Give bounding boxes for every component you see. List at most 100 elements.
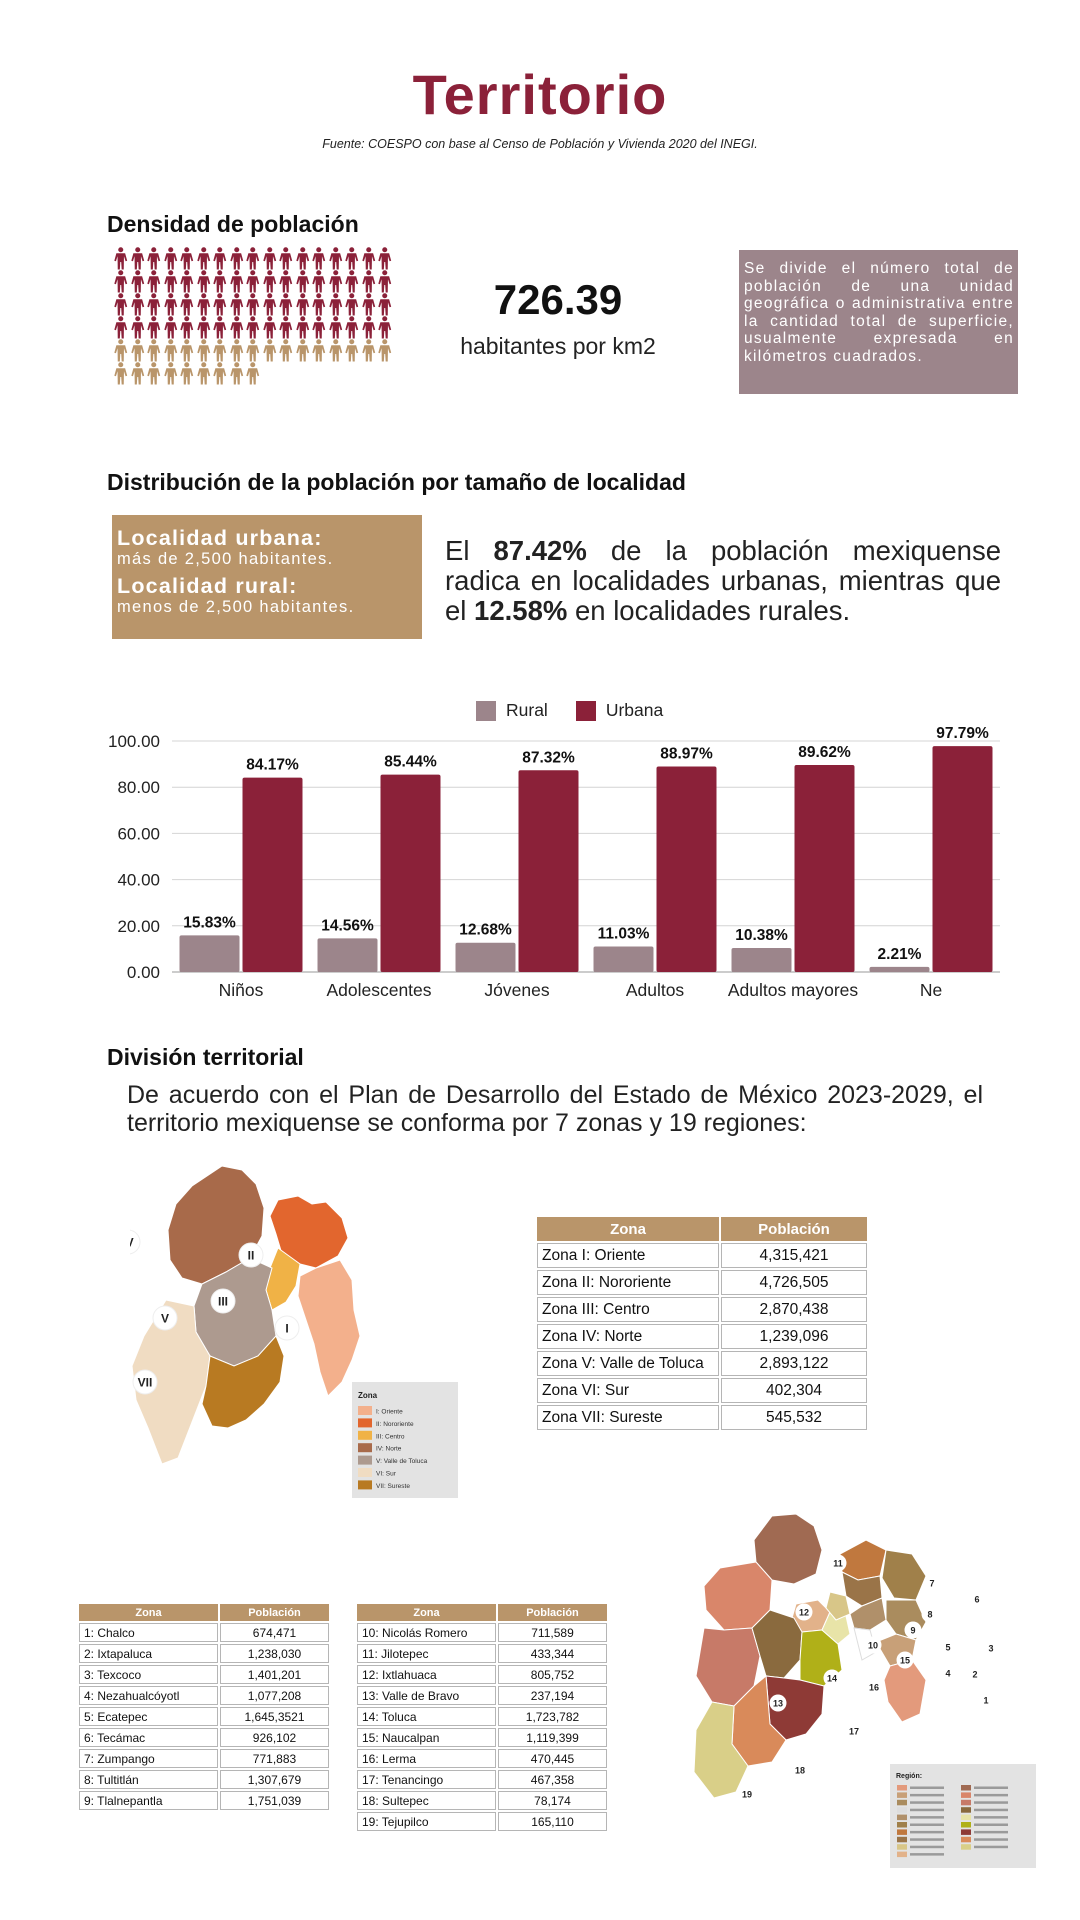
person-icon <box>130 247 144 270</box>
rural-percentage: 12.58% <box>474 595 568 626</box>
region-legend-text-placeholder <box>910 1816 944 1819</box>
region-badge-2 <box>966 1665 984 1683</box>
person-icon <box>295 339 309 362</box>
zone-legend-swatch <box>358 1468 372 1477</box>
region-table-1-cell-population: 674,471 <box>220 1623 329 1642</box>
region-table-1-cell-name: 3: Texcoco <box>79 1665 218 1684</box>
zone-legend-label: II: Nororiente <box>376 1421 414 1428</box>
person-icon <box>147 316 161 339</box>
region-legend-text-placeholder <box>910 1793 944 1797</box>
region-table-2-header-poblacion: Población <box>498 1604 607 1621</box>
region-table-1-row: 8: Tultitlán 1,307,679 <box>79 1770 329 1789</box>
region-badge-label: 18 <box>795 1766 805 1776</box>
region-legend-swatch <box>897 1851 907 1858</box>
zone-legend-label: V: Valle de Toluca <box>376 1458 428 1465</box>
person-icon <box>345 270 359 293</box>
person-icon <box>328 316 342 339</box>
person-icon <box>147 293 161 316</box>
density-unit: habitantes por km2 <box>460 333 656 359</box>
zone-badge-label: IV <box>130 1236 134 1250</box>
x-tick-label: Adultos mayores <box>728 980 859 1000</box>
region-badge-15 <box>896 1651 914 1669</box>
region-table-1-cell-population: 1,238,030 <box>220 1644 329 1663</box>
bar-rural-6 <box>869 966 930 972</box>
person-icon <box>196 270 210 293</box>
region-legend-text-placeholder <box>974 1845 1008 1849</box>
person-icon <box>246 247 260 270</box>
person-icon <box>130 270 144 293</box>
region-badge-11 <box>829 1554 847 1572</box>
person-icon <box>361 270 375 293</box>
person-icon <box>196 247 210 270</box>
zone-table-row: Zona IV: Norte 1,239,096 <box>537 1324 867 1349</box>
region-legend-swatch <box>897 1792 907 1798</box>
region-table-1-cell-population: 771,883 <box>220 1749 329 1768</box>
person-icon <box>180 362 194 385</box>
person-icon <box>295 247 309 270</box>
person-icon <box>114 247 128 270</box>
person-icon <box>312 247 326 270</box>
region-legend-swatch <box>897 1822 907 1828</box>
y-tick-label: 100.00 <box>108 732 160 751</box>
zone-badge-label: II <box>248 1249 255 1263</box>
person-icon <box>345 293 359 316</box>
person-icon <box>114 293 128 316</box>
source-note: Fuente: COESPO con base al Censo de Pobl… <box>322 137 758 151</box>
region-badge-label: 15 <box>900 1656 910 1666</box>
region-table-2-row: 19: Tejupilco 165,110 <box>357 1812 607 1831</box>
region-badge-13 <box>769 1694 787 1712</box>
zone-table-cell-population: 4,726,505 <box>721 1270 867 1295</box>
zone-vi-area <box>131 1299 211 1465</box>
person-icon <box>114 270 128 293</box>
y-tick-label: 0.00 <box>127 963 160 982</box>
person-icon <box>246 270 260 293</box>
region-table-2-cell-name: 12: Ixtlahuaca <box>357 1665 496 1684</box>
region-badge-label: 17 <box>849 1727 859 1737</box>
person-icon <box>147 270 161 293</box>
person-icon <box>312 339 326 362</box>
region-table-1-cell-population: 1,645,3521 <box>220 1707 329 1726</box>
region-15-area <box>821 1611 851 1645</box>
zone-legend-label: VI: Sur <box>376 1471 397 1478</box>
region-legend-swatch <box>961 1822 971 1828</box>
age-group-bar-chart: 0.00 20.00 40.00 60.00 80.00 100.00 15.83% 84.1… <box>108 725 1000 1000</box>
region-legend-text-placeholder <box>910 1786 944 1789</box>
region-legend-swatch <box>961 1814 971 1821</box>
y-tick-label: 40.00 <box>117 871 160 890</box>
rural-title: Localidad rural: <box>117 574 298 598</box>
person-icon <box>246 316 260 339</box>
person-icon <box>114 316 128 339</box>
region-legend-swatch <box>897 1829 907 1835</box>
person-icon <box>229 293 243 316</box>
region-legend-swatch <box>897 1799 907 1806</box>
region-badge-label: 10 <box>868 1641 878 1651</box>
person-icon <box>130 316 144 339</box>
zone-legend-label: IV: Norte <box>376 1446 402 1453</box>
region-19-area <box>693 1701 749 1799</box>
person-icon <box>246 293 260 316</box>
zone-badge-VII <box>132 1369 158 1395</box>
region-badge-label: 5 <box>945 1643 950 1653</box>
zone-badge-label: I <box>285 1322 288 1336</box>
x-tick-label: Adolescentes <box>326 980 431 1000</box>
zone-table-cell-population: 4,315,421 <box>721 1243 867 1268</box>
region-legend-text-placeholder <box>910 1853 944 1856</box>
region-badge-label: 9 <box>910 1626 915 1636</box>
region-legend-text-placeholder <box>974 1830 1008 1834</box>
person-icon <box>130 362 144 385</box>
region-legend-swatch <box>961 1829 971 1835</box>
region-badge-label: 12 <box>799 1608 809 1618</box>
person-icon <box>378 270 392 293</box>
zone-badge-IV <box>130 1229 141 1255</box>
zone-map-legend-box <box>352 1382 458 1498</box>
person-icon <box>262 339 276 362</box>
region-table-2-row: 14: Toluca 1,723,782 <box>357 1707 607 1726</box>
region-table-2-cell-name: 11: Jilotepec <box>357 1644 496 1663</box>
region-legend-text-placeholder <box>910 1830 944 1834</box>
region-table-2-row: 10: Nicolás Romero 711,589 <box>357 1623 607 1642</box>
person-icon <box>279 270 293 293</box>
region-badge-label: 19 <box>742 1790 752 1800</box>
zone-table-cell-population: 2,870,438 <box>721 1297 867 1322</box>
region-table-2-cell-name: 13: Valle de Bravo <box>357 1686 496 1705</box>
